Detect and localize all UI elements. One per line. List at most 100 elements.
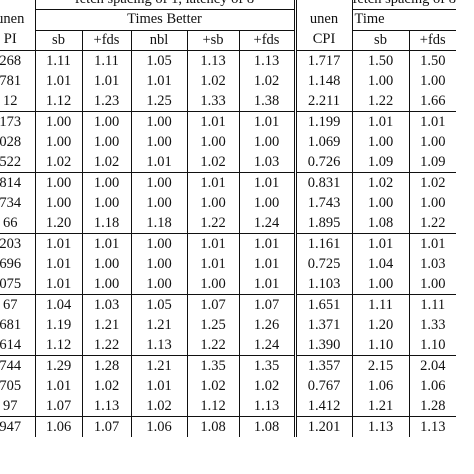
times-better-cell: 1.02: [186, 71, 239, 91]
times-better-cell: 1.21: [130, 355, 187, 376]
table-row: 97 1.07 1.13 1.02 1.12 1.13 1.412 1.21 1.28: [0, 396, 456, 417]
right-times-better-cell: 1.13: [351, 416, 409, 437]
times-better-cell: 1.01: [186, 111, 239, 132]
right-times-better-cell: 2.15: [351, 355, 409, 376]
times-better-cell: 1.29: [34, 355, 82, 376]
right-cpi-cell: 1.103: [293, 274, 352, 295]
right-cpi-cell: 1.895: [293, 213, 352, 234]
table-row: 173 1.00 1.00 1.00 1.01 1.01 1.199 1.01 1.01: [0, 111, 456, 132]
right-times-better-cell: 1.22: [351, 91, 409, 112]
right-times-better-cell: 1.01: [408, 233, 456, 254]
right-times-better-cell: 1.13: [408, 416, 456, 437]
times-better-cell: 1.00: [34, 111, 82, 132]
right-cpi-header: CPI: [293, 30, 352, 51]
right-times-better-cell: 1.00: [408, 193, 456, 213]
times-better-cell: 1.00: [81, 193, 131, 213]
left-cpi-cell: 734: [0, 195, 22, 211]
left-cpi-cell: 947: [0, 416, 35, 437]
times-better-cell: 1.01: [81, 233, 131, 254]
times-better-cell: 1.13: [81, 396, 131, 417]
times-better-cell: 1.00: [238, 132, 295, 152]
right-times-better-cell: 1.01: [351, 233, 409, 254]
times-better-cell: 1.05: [130, 294, 187, 315]
times-better-cell: 1.00: [34, 132, 82, 152]
times-better-cell: 1.11: [81, 50, 131, 71]
table-row: 028 1.00 1.00 1.00 1.00 1.00 1.069 1.00 1.00: [0, 132, 456, 152]
left-cpi-cell: 075: [0, 276, 22, 292]
times-better-cell: 1.38: [238, 91, 295, 112]
times-better-cell: 1.18: [81, 213, 131, 234]
table-row: 781 1.01 1.01 1.01 1.02 1.02 1.148 1.00 1.00: [0, 71, 456, 91]
times-better-cell: 1.01: [34, 71, 82, 91]
right-config-title: fetch spacing of 8: [351, 0, 456, 10]
times-better-cell: 1.01: [238, 111, 295, 132]
times-better-cell: 1.00: [81, 172, 131, 193]
times-better-cell: 1.35: [186, 355, 239, 376]
times-better-cell: 1.12: [186, 396, 239, 417]
left-cpi-cell: 696: [0, 256, 22, 272]
times-better-cell: 1.24: [238, 335, 295, 356]
right-cpi-cell: 0.831: [293, 172, 352, 193]
times-better-cell: 1.00: [130, 254, 187, 274]
times-better-cell: 1.12: [34, 91, 82, 112]
right-times-better-cell: 1.01: [351, 111, 409, 132]
right-times-better-cell: 1.06: [408, 376, 456, 396]
right-times-better-cell: 1.11: [408, 294, 456, 315]
table-row: 705 1.01 1.02 1.01 1.02 1.02 0.767 1.06 1.06: [0, 376, 456, 396]
right-times-better-cell: 1.21: [351, 396, 409, 417]
right-times-better-cell: 2.04: [408, 355, 456, 376]
left-config-title: fetch spacing of 1, latency of 8: [34, 0, 295, 10]
right-cpi-cell: 1.412: [293, 396, 352, 417]
right-times-better-cell: 1.02: [351, 172, 409, 193]
times-better-cell: 1.26: [238, 315, 295, 335]
header-row-1: unen Times Better unen Time: [0, 9, 456, 31]
right-times-better-cell: 1.10: [351, 335, 409, 356]
left-cpi-cell: 268: [0, 50, 35, 71]
times-better-cell: 1.13: [238, 50, 295, 71]
times-better-cell: 1.02: [186, 152, 239, 173]
table-row: 947 1.06 1.07 1.06 1.08 1.08 1.201 1.13 1.13: [0, 416, 456, 437]
times-better-cell: 1.00: [130, 193, 187, 213]
left-cpi-cell: 522: [0, 154, 22, 170]
right-times-better-cell: 1.04: [351, 254, 409, 274]
times-better-cell: 1.13: [238, 396, 295, 417]
times-better-cell: 1.02: [81, 376, 131, 396]
results-table-fragment: fetch spacing of 1, latency of 8 fetch s…: [0, 0, 456, 437]
table-row: 744 1.29 1.28 1.21 1.35 1.35 1.357 2.15 2.04: [0, 355, 456, 376]
left-times-better-header: Times Better: [34, 9, 295, 31]
table-row: 614 1.12 1.22 1.13 1.22 1.24 1.390 1.10 1.10: [0, 335, 456, 356]
times-better-cell: 1.24: [238, 213, 295, 234]
times-better-cell: 1.00: [130, 274, 187, 295]
times-better-cell: 1.21: [130, 315, 187, 335]
times-better-cell: 1.07: [238, 294, 295, 315]
right-times-better-cell: 1.00: [408, 274, 456, 295]
times-better-cell: 1.01: [34, 274, 82, 295]
right-unen-header: unen: [293, 9, 352, 30]
times-better-cell: 1.03: [81, 294, 131, 315]
times-better-cell: 1.06: [130, 416, 187, 437]
times-better-cell: 1.01: [238, 274, 295, 295]
right-times-better-cell: 1.06: [351, 376, 409, 396]
table-row: 681 1.19 1.21 1.21 1.25 1.26 1.371 1.20 1.33: [0, 315, 456, 335]
times-better-cell: 1.00: [34, 172, 82, 193]
left-cpi-cell: 681: [0, 317, 22, 333]
times-better-cell: 1.05: [130, 50, 187, 71]
times-better-cell: 1.19: [34, 315, 82, 335]
times-better-cell: 1.08: [186, 416, 239, 437]
times-better-cell: 1.06: [34, 416, 82, 437]
times-better-cell: 1.22: [81, 335, 131, 356]
table-row: 12 1.12 1.23 1.25 1.33 1.38 2.211 1.22 1.66: [0, 91, 456, 112]
times-better-cell: 1.07: [34, 396, 82, 417]
right-times-better-cell: 1.08: [351, 213, 409, 234]
times-better-cell: 1.01: [130, 376, 187, 396]
right-times-better-header: Time: [351, 9, 456, 31]
left-cpi-cell: 028: [0, 134, 22, 150]
right-col-header-fds: +fds: [408, 30, 456, 51]
times-better-cell: 1.01: [186, 172, 239, 193]
right-times-better-cell: 1.00: [351, 71, 409, 91]
left-cpi-header: PI: [0, 30, 35, 51]
right-cpi-cell: 1.148: [293, 71, 352, 91]
times-better-cell: 1.00: [130, 233, 187, 254]
times-better-cell: 1.02: [81, 152, 131, 173]
times-better-cell: 1.35: [238, 355, 295, 376]
